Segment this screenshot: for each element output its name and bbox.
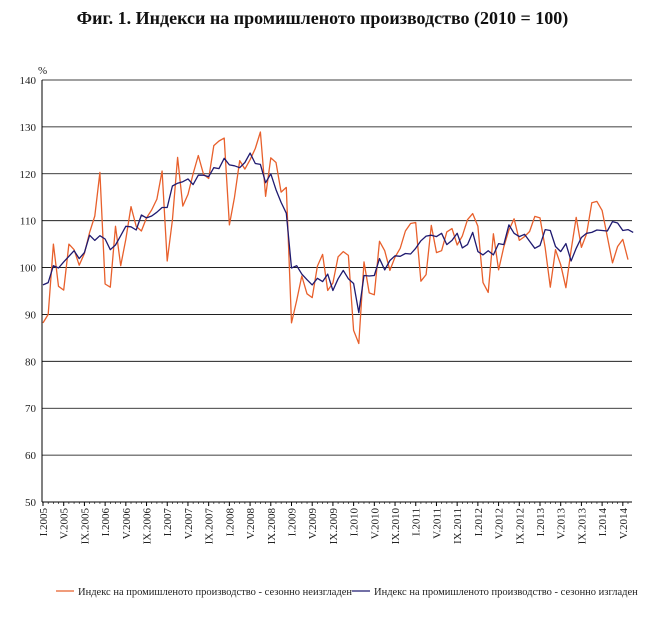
axes	[41, 80, 632, 506]
x-tick-label: V.2006	[121, 508, 133, 540]
y-tick-label: 100	[20, 263, 37, 275]
x-tick-label: IX.2008	[266, 508, 278, 545]
x-tick-label: IX.2012	[514, 508, 526, 544]
x-tick-label: IX.2006	[142, 508, 154, 545]
y-tick-label: 110	[20, 216, 37, 228]
legend-label-1: Индекс на промишленото производство - се…	[78, 587, 352, 598]
gridlines	[42, 79, 632, 503]
x-tick-label: V.2005	[59, 508, 71, 540]
x-tick-label: I.2005	[38, 508, 50, 537]
x-tick-label: V.2008	[245, 508, 257, 540]
y-tick-label: 130	[20, 122, 37, 134]
y-tick-labels: 50 60 70 80 90 100 110 120 130 140	[20, 75, 37, 509]
x-tick-label: I.2011	[411, 508, 423, 536]
x-tick-label: I.2009	[286, 508, 298, 537]
x-tick-label: V.2012	[494, 508, 506, 539]
x-tick-label: I.2013	[535, 508, 547, 537]
x-tick-labels: I.2005 V.2005 IX.2005 I.2006 V.2006 IX.2006 I.…	[38, 508, 630, 545]
x-tick-label: I.2014	[597, 508, 609, 537]
y-tick-label: 50	[25, 497, 37, 509]
x-tick-label: IX.2013	[576, 508, 588, 545]
y-tick-label: 60	[25, 450, 37, 462]
series-lines	[42, 131, 634, 345]
y-tick-label: 120	[20, 169, 37, 181]
legend: Индекс на промишленото производство - се…	[56, 587, 638, 598]
legend-label-2: Индекс на промишленото производство - се…	[374, 587, 638, 598]
y-tick-label: 80	[25, 356, 37, 368]
x-tick-label: I.2006	[100, 508, 112, 537]
x-tick-label: IX.2011	[452, 508, 464, 544]
x-tick-label: V.2014	[618, 508, 630, 540]
y-tick-label: 70	[25, 403, 37, 415]
x-tick-label: V.2009	[307, 508, 319, 540]
x-tick-label: I.2007	[162, 508, 174, 537]
x-tick-label: I.2012	[473, 508, 485, 536]
series-line-2	[42, 152, 634, 314]
x-tick-label: I.2008	[224, 508, 236, 537]
y-tick-label: 140	[20, 75, 37, 87]
x-tick-label: IX.2009	[328, 508, 340, 545]
x-tick-label: V.2011	[431, 508, 443, 539]
y-axis-label: %	[38, 65, 47, 77]
x-tick-label: I.2010	[349, 508, 361, 537]
x-tick-label: V.2010	[369, 508, 381, 540]
series-line-1	[42, 131, 629, 345]
x-tick-label: V.2013	[556, 508, 568, 540]
chart-title: Фиг. 1. Индекси на промишленото производ…	[76, 8, 569, 28]
y-tick-label: 90	[25, 309, 37, 321]
x-tick-label: IX.2007	[204, 508, 216, 545]
x-tick-label: V.2007	[183, 508, 195, 540]
x-tick-label: IX.2010	[390, 508, 402, 545]
x-tick-label: IX.2005	[79, 508, 91, 545]
